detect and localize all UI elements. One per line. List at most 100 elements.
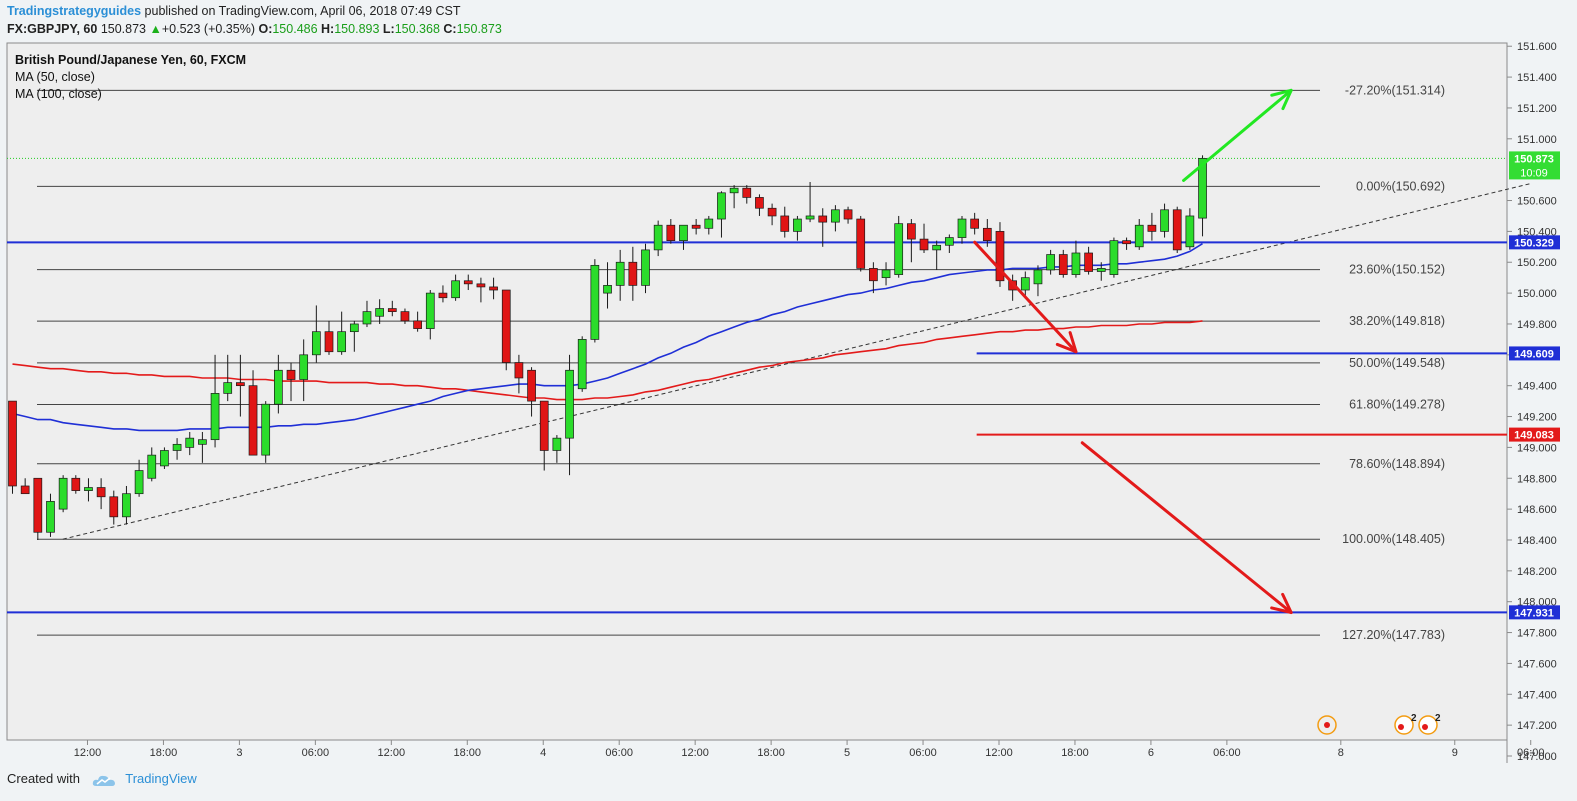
fib-level-label: 0.00%(150.692)	[1356, 179, 1445, 193]
bull-candle	[1198, 155, 1207, 237]
badge-count: 2	[1411, 713, 1417, 724]
bull-candle	[641, 243, 650, 294]
price-tick-label: 149.400	[1517, 381, 1557, 393]
candle-body	[1071, 252, 1081, 275]
bull-candle	[375, 299, 384, 324]
price-tick-label: 150.600	[1517, 196, 1557, 208]
high-value: 150.893	[334, 22, 380, 36]
time-tick-label: 06:00	[1517, 747, 1545, 759]
bull-candle	[451, 274, 460, 301]
time-tick-label: 06:00	[605, 747, 633, 759]
price-tag-label: 150.329	[1514, 237, 1554, 249]
ohlc-line: FX:GBPJPY, 60 150.873 ▲+0.523 (+0.35%) O…	[7, 22, 502, 36]
bull-candle	[311, 305, 321, 363]
time-tick-label: 4	[540, 747, 546, 759]
candle-body	[995, 231, 1005, 282]
candle-body	[527, 369, 536, 402]
candle-body	[198, 439, 207, 445]
candle-body	[337, 331, 347, 353]
open-value: 150.486	[272, 22, 318, 36]
tradingview-link[interactable]: TradingView	[125, 771, 197, 786]
bull-candle	[46, 493, 55, 537]
candle-body	[1160, 209, 1169, 232]
bear-candle	[8, 400, 17, 494]
bear-candle	[1122, 237, 1131, 250]
bear-candle	[907, 219, 916, 263]
price-tick-label: 148.600	[1517, 504, 1557, 516]
bull-candle	[957, 215, 967, 244]
candle-body	[1046, 254, 1055, 271]
price-tick-label: 151.000	[1517, 134, 1557, 146]
bull-candle	[1020, 271, 1030, 297]
candle-body	[1058, 254, 1068, 275]
candle-body	[501, 289, 511, 363]
candle-body	[223, 382, 233, 394]
high-label: H:	[321, 22, 335, 36]
price-tag	[1509, 605, 1560, 620]
bull-candle	[729, 185, 739, 209]
bull-candle	[717, 191, 726, 238]
candle-body	[324, 331, 334, 353]
bear-candle	[767, 203, 777, 226]
candle-body	[84, 487, 93, 491]
candle-body	[71, 477, 81, 491]
fib-level-label: 38.20%(149.818)	[1349, 314, 1445, 328]
legend-ma50[interactable]: MA (50, close)	[15, 70, 95, 84]
bear-candle	[400, 308, 410, 324]
candle-body	[603, 285, 612, 294]
bear-candle	[236, 354, 245, 417]
low-value: 150.368	[394, 22, 440, 36]
bull-candle	[590, 259, 600, 343]
candle-body	[476, 283, 486, 288]
legend-ma100[interactable]: MA (100, close)	[15, 87, 102, 101]
bear-candle	[995, 222, 1005, 287]
candle-body	[907, 223, 916, 240]
bull-candle	[577, 336, 587, 392]
candle-body	[932, 244, 942, 251]
candle-body	[236, 382, 245, 387]
bull-candle	[349, 320, 359, 352]
price-tag	[1509, 235, 1560, 250]
candle-body	[362, 311, 372, 325]
bull-candle	[223, 354, 233, 402]
bull-candle	[147, 447, 157, 482]
footer: Created with TradingView	[7, 771, 197, 787]
candle-body	[425, 292, 435, 329]
candle-body	[20, 485, 30, 495]
event-badge-icon: 2	[1418, 713, 1441, 735]
candle-body	[729, 187, 739, 194]
legend-title: British Pound/Japanese Yen, 60, FXCM	[15, 53, 246, 67]
bull-candle	[299, 339, 309, 402]
bear-candle	[476, 277, 486, 303]
bull-candle	[261, 401, 271, 463]
bear-candle	[780, 206, 790, 238]
candle-body	[1185, 215, 1195, 248]
price-tick-label: 147.400	[1517, 689, 1557, 701]
bear-candle	[818, 208, 828, 247]
bear-candle	[71, 475, 81, 494]
price-tick-label: 148.400	[1517, 535, 1557, 547]
bull-candle	[603, 262, 612, 309]
candle-body	[818, 215, 828, 223]
bear-candle	[413, 311, 422, 332]
bull-candle	[1134, 219, 1144, 250]
author-link[interactable]: Tradingstrategyguides	[7, 4, 142, 18]
candle-body	[944, 237, 954, 246]
candle-body	[185, 437, 195, 448]
bull-candle	[653, 220, 663, 257]
time-tick-label: 06:00	[909, 747, 937, 759]
candle-body	[400, 311, 410, 322]
up-triangle-icon: ▲	[149, 22, 162, 36]
candle-body	[767, 207, 777, 217]
candle-body	[628, 261, 638, 286]
time-tick-label: 12:00	[74, 747, 102, 759]
bear-candle	[755, 194, 764, 216]
price-tick-label: 149.800	[1517, 319, 1557, 331]
price-tick-label: 150.000	[1517, 288, 1557, 300]
candle-body	[248, 385, 258, 456]
price-tick-label: 151.200	[1517, 103, 1557, 115]
close-label: C:	[443, 22, 457, 36]
candle-body	[349, 323, 359, 333]
bear-candle	[1084, 246, 1093, 275]
